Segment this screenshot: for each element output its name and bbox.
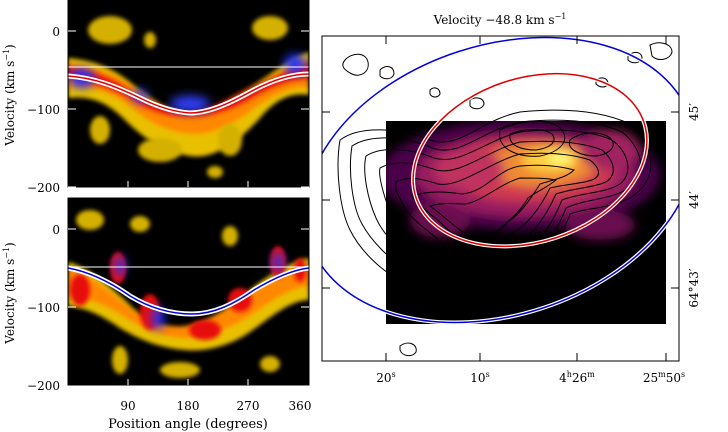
channel-map-title: Velocity −48.8 km s−1 xyxy=(433,12,567,27)
top-pv-emission xyxy=(68,16,309,178)
channel-map-panel: Velocity −48.8 km s−1 xyxy=(321,12,701,385)
x-axis-label: Position angle (degrees) xyxy=(108,417,268,432)
bottom-ytick-1: −100 xyxy=(27,301,60,315)
ra-tick-10s: 10s xyxy=(470,370,489,385)
blue-model-ellipse xyxy=(322,36,679,324)
channel-map-contours xyxy=(337,42,673,357)
bottom-ytick-0: 0 xyxy=(52,223,60,237)
channel-map-image xyxy=(386,121,666,324)
bottom-ylabel: Velocity (km s−1) xyxy=(2,242,17,345)
ra-tick-20s: 20s xyxy=(376,370,395,385)
xtick-360: 360 xyxy=(289,399,312,413)
dec-tick-64-43: 64°43′ xyxy=(687,268,701,308)
top-ytick-2: −200 xyxy=(27,181,60,195)
xtick-90: 90 xyxy=(120,399,135,413)
top-ylabel: Velocity (km s−1) xyxy=(2,44,17,147)
xtick-270: 270 xyxy=(237,399,260,413)
red-model-ellipse xyxy=(412,72,648,248)
bottom-ytick-2: −200 xyxy=(27,379,60,393)
dec-tick-44: 44′ xyxy=(687,191,701,209)
ra-tick-25m50s: 25m50s xyxy=(643,370,685,385)
bottom-pv-emission xyxy=(68,210,309,378)
top-pv-panel: 0 −100 −200 Velocity (km s−1) xyxy=(2,0,310,195)
channel-map-ticks xyxy=(322,36,679,361)
bottom-pv-panel: 0 −100 −200 Velocity (km s−1) 90 180 270… xyxy=(2,197,312,432)
ra-tick-4h26m: 4h26m xyxy=(559,370,595,385)
top-pv-ticks xyxy=(68,30,309,188)
top-ytick-1: −100 xyxy=(27,103,60,117)
top-ytick-0: 0 xyxy=(52,25,60,39)
bottom-pv-ticks xyxy=(68,228,309,385)
dec-tick-45: 45′ xyxy=(687,103,701,121)
xtick-180: 180 xyxy=(177,399,200,413)
